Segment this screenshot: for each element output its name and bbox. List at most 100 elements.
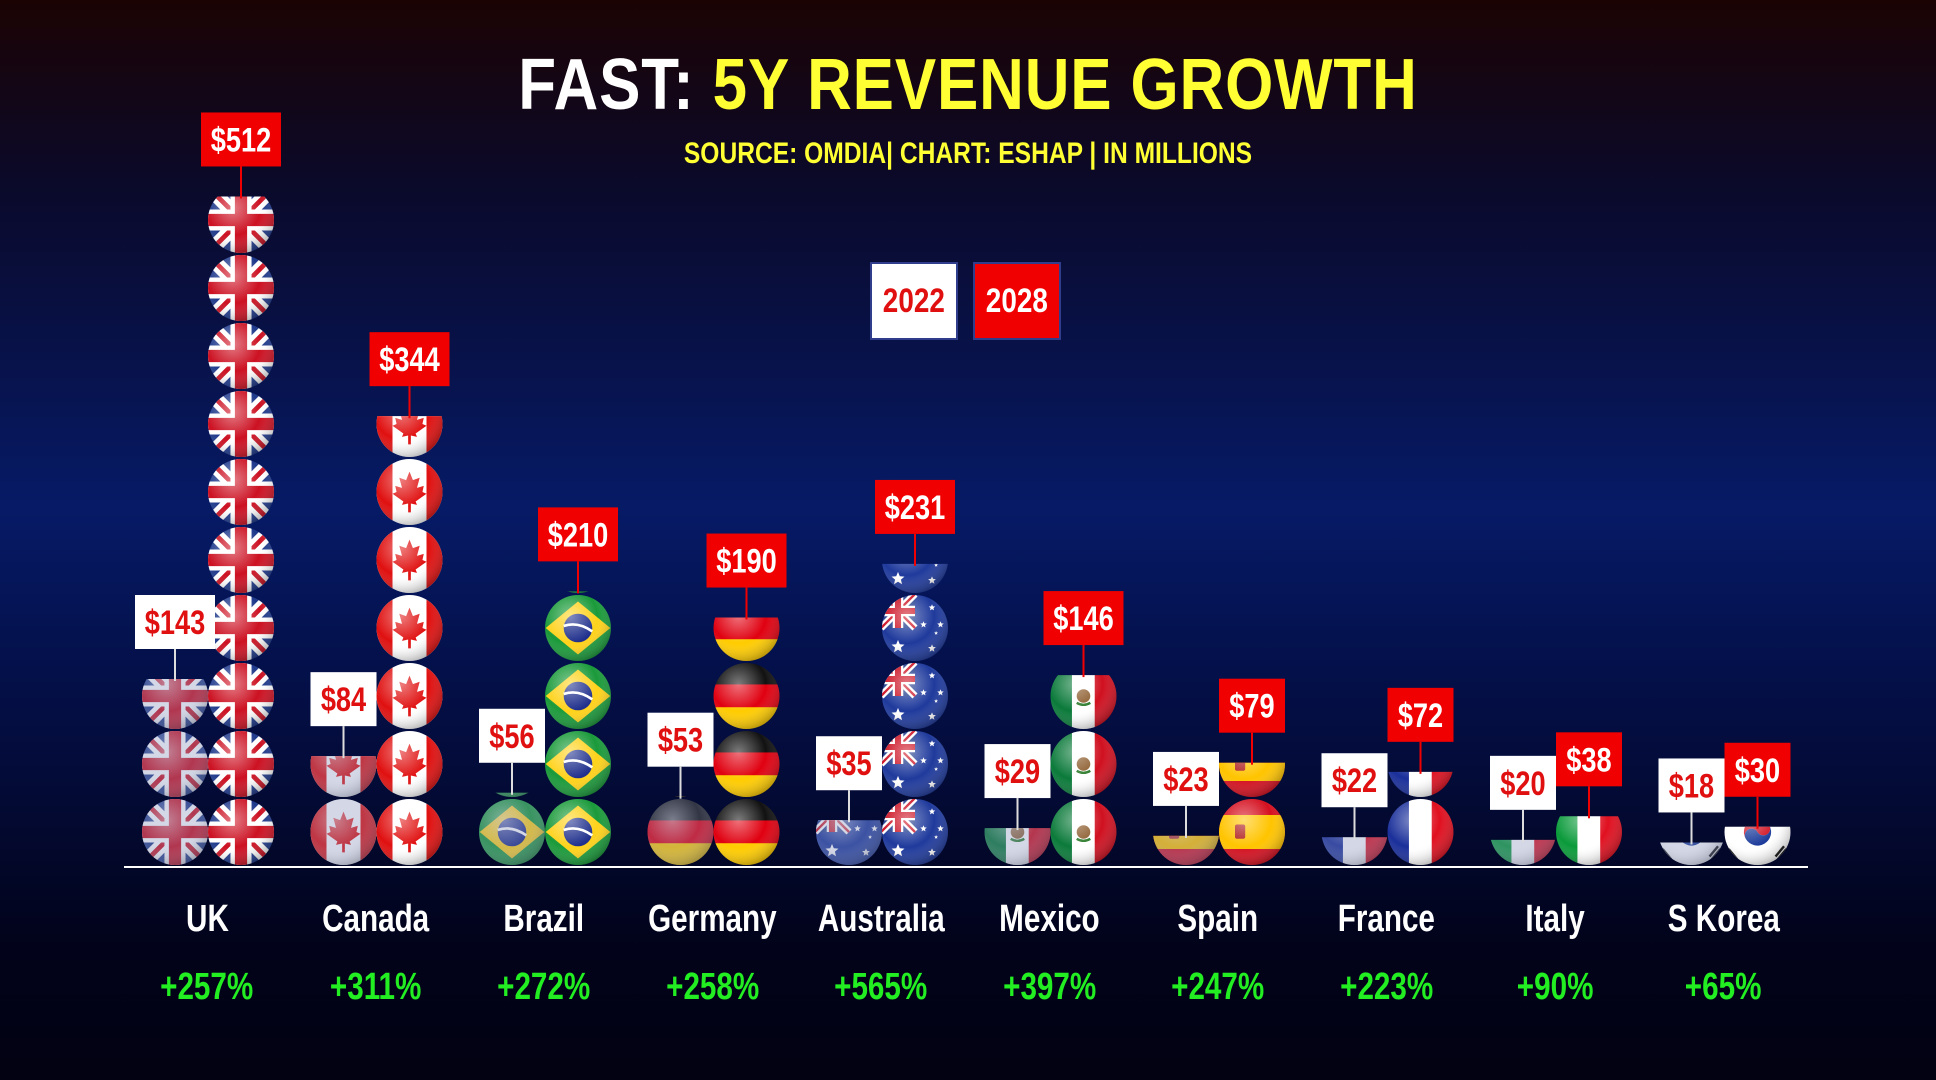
uk-flag-icon [208,255,274,321]
value-label-2028-italy: $38 [1556,732,1622,819]
value-label-2022-uk: $143 [135,595,215,681]
chart-title-main: 5Y REVENUE GROWTH [712,45,1418,125]
legend-2028: 2028 [973,262,1061,340]
uk-flag-icon [208,459,274,525]
canada-flag-icon [376,731,443,797]
growth-label-s-korea: +65% [1685,966,1762,1008]
growth-label-france: +223% [1339,966,1434,1008]
bar-2022-france [1321,837,1388,865]
category-label-brazil: Brazil [503,898,585,940]
chart-title: FAST: 5Y REVENUE GROWTH [136,44,1801,126]
value-label-2028-uk: $512 [201,112,281,199]
bar-2028-germany [713,617,780,865]
uk-flag-icon [208,527,274,593]
value-label-2022-france: $22 [1321,753,1388,840]
brazil-flag-icon [479,799,545,865]
value-label-2022-brazil: $56 [479,708,545,795]
value-label-2022-italy: $20 [1490,755,1556,842]
value-label-2028-mexico: $146 [1043,591,1124,678]
bar-2022-brazil [479,792,545,865]
spain-flag-icon [1219,799,1285,865]
canada-flag-icon [376,459,443,525]
svg-text:$56: $56 [489,717,534,756]
value-label-2028-brazil: $210 [538,507,618,594]
bar-2028-spain [1219,762,1285,865]
brazil-flag-icon [545,799,611,865]
legend-2022-label: 2022 [882,281,946,320]
bar-2028-brazil [545,591,611,865]
growth-label-germany: +258% [665,966,760,1008]
value-label-2028-spain: $79 [1219,678,1285,765]
australia-flag-icon [882,731,948,797]
germany-flag-icon [647,799,714,865]
value-label-2028-australia: $231 [875,479,955,566]
svg-text:$143: $143 [145,603,205,642]
legend-2028-label: 2028 [985,281,1049,320]
uk-flag-icon [208,391,274,457]
bar-2022-mexico [984,828,1051,865]
uk-flag-icon [208,196,274,253]
bar-2022-australia [816,820,882,865]
category-label-germany: Germany [648,898,777,940]
value-label-2022-canada: $84 [310,672,377,759]
category-label-canada: Canada [321,898,430,940]
growth-label-australia: +565% [834,966,928,1008]
svg-text:$79: $79 [1229,687,1274,726]
value-label-2028-germany: $190 [706,533,787,620]
svg-text:$190: $190 [716,542,776,581]
svg-text:$231: $231 [885,488,945,527]
south-korea-flag-icon [1658,842,1725,865]
svg-text:$18: $18 [1669,767,1714,806]
legend-2022: 2022 [870,262,958,340]
svg-text:$344: $344 [379,340,439,379]
germany-flag-icon [713,617,780,661]
chart-title-prefix: FAST: [518,45,695,125]
growth-label-spain: +247% [1171,966,1265,1008]
svg-text:$72: $72 [1398,696,1443,735]
value-label-2022-germany: $53 [647,712,714,799]
category-label-france: France [1337,898,1436,940]
uk-flag-icon [208,595,274,661]
svg-text:$84: $84 [321,680,366,719]
svg-text:$38: $38 [1566,740,1611,779]
growth-label-canada: +311% [329,966,422,1008]
brazil-flag-icon [545,595,611,661]
brazil-flag-icon [545,663,611,729]
svg-text:$53: $53 [658,721,703,760]
australia-flag-icon [882,799,948,865]
value-label-2028-canada: $344 [369,332,450,419]
france-flag-icon [1321,837,1388,865]
bar-2028-australia [882,563,948,865]
value-label-2022-mexico: $29 [984,744,1051,831]
australia-flag-icon [816,820,882,865]
svg-text:$20: $20 [1500,764,1545,803]
bar-2022-s-korea [1658,842,1725,865]
category-label-mexico: Mexico [999,898,1100,940]
bar-2028-canada [376,416,443,865]
australia-flag-icon [882,595,948,661]
value-label-2022-s-korea: $18 [1658,758,1725,845]
svg-text:$146: $146 [1053,599,1113,638]
value-label-2022-spain: $23 [1153,751,1219,838]
svg-text:$512: $512 [211,121,271,160]
canada-flag-icon [376,595,443,661]
value-label-2028-s-korea: $30 [1724,742,1791,829]
svg-text:$35: $35 [826,744,871,783]
germany-flag-icon [713,731,780,797]
canada-flag-icon [376,527,443,593]
germany-flag-icon [713,799,780,865]
svg-text:$29: $29 [995,752,1040,791]
value-label-2028-france: $72 [1387,687,1454,774]
uk-flag-icon [208,663,274,729]
svg-text:$210: $210 [548,515,608,554]
bar-2022-germany [647,796,714,865]
growth-label-brazil: +272% [497,966,591,1008]
brazil-flag-icon [479,792,545,797]
growth-label-uk: +257% [160,966,254,1008]
mexico-flag-icon [984,828,1051,865]
category-label-spain: Spain [1177,898,1259,940]
category-label-s-korea: S Korea [1667,898,1780,940]
bar-2022-uk [142,679,208,865]
mexico-flag-icon [1050,799,1117,865]
